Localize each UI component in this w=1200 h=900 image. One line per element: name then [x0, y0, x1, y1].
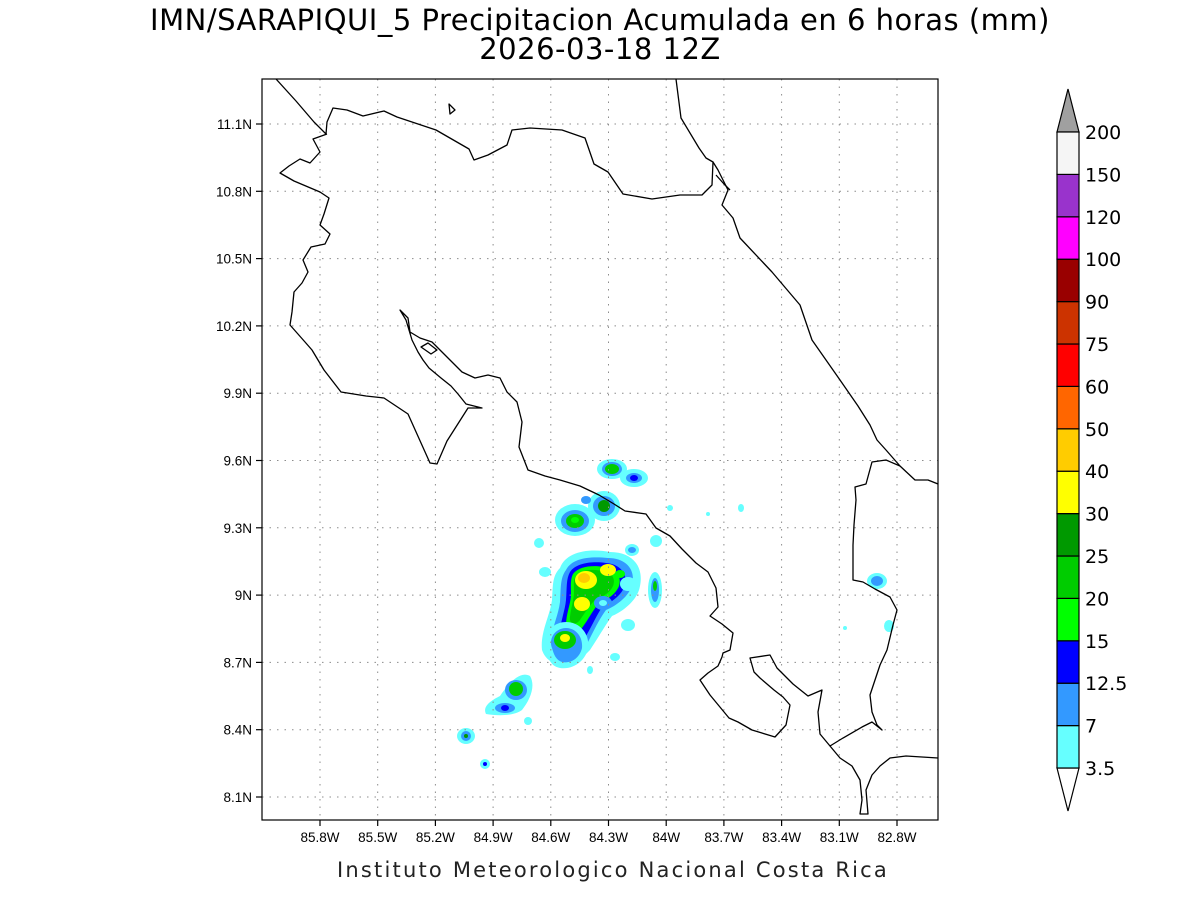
- caribbean-coast: [712, 161, 938, 485]
- rain-cell-central-north: [534, 491, 744, 577]
- colorbar-swatch: [1056, 512, 1080, 557]
- colorbar-swatch: [1056, 428, 1080, 472]
- map-title-line2: 2026-03-18 12Z: [479, 32, 721, 66]
- lon-tick-label: 85.2W: [416, 830, 455, 845]
- footer-credit: Instituto Meteorologico Nacional Costa R…: [337, 858, 889, 882]
- rain-cell-east: [587, 572, 662, 674]
- panama-coast: [829, 745, 938, 815]
- colorbar-under-triangle: [1056, 767, 1080, 812]
- map-background: [262, 79, 938, 820]
- colorbar-level-label: 120: [1085, 207, 1121, 229]
- colorbar-level-label: 75: [1085, 334, 1109, 356]
- colorbar-swatch: [1056, 597, 1080, 642]
- colorbar-level-label: 200: [1085, 122, 1121, 144]
- lon-tick-label: 83.4W: [762, 830, 801, 845]
- lon-tick-label: 85.5W: [358, 830, 397, 845]
- colorbar-level-label: 25: [1085, 546, 1109, 568]
- map-frame: [261, 78, 939, 821]
- colorbar-swatch: [1056, 724, 1080, 769]
- lon-tick-label: 83.7W: [704, 830, 743, 845]
- lon-tick-label: 83.1W: [820, 830, 859, 845]
- colorbar-level-label: 60: [1085, 376, 1109, 398]
- colorbar-level-label: 150: [1085, 164, 1121, 186]
- colorbar-swatch: [1056, 216, 1080, 260]
- colorbar-swatch: [1056, 555, 1080, 600]
- rain-cell-north: [597, 459, 648, 487]
- lat-tick-label: 10.8N: [216, 184, 252, 199]
- border-river-mouth: [715, 174, 731, 191]
- colorbar-swatch: [1056, 173, 1080, 218]
- colorbar-swatch: [1056, 301, 1080, 345]
- colorbar-swatch: [1056, 343, 1080, 388]
- precipitation-field: [457, 459, 894, 769]
- colorbar-swatch: [1056, 470, 1080, 515]
- lat-tick-label: 8.1N: [223, 790, 252, 805]
- colorbar-level-label: 50: [1085, 419, 1109, 441]
- lat-tick-label: 9.9N: [223, 386, 252, 401]
- lat-tick-label: 8.4N: [223, 723, 252, 738]
- colorbar-level-label: 3.5: [1085, 758, 1115, 780]
- colorbar-level-label: 7: [1085, 716, 1097, 738]
- lat-tick-label: 9.3N: [223, 521, 252, 536]
- colorbar-swatch: [1056, 131, 1080, 176]
- lon-tick-label: 85.8W: [300, 830, 339, 845]
- latitude-gridlines: [262, 123, 938, 798]
- lat-tick-label: 10.5N: [216, 252, 252, 267]
- colorbar-level-label: 12.5: [1085, 673, 1127, 695]
- lon-tick-label: 82.8W: [877, 830, 916, 845]
- colorbar-over-triangle: [1056, 88, 1080, 133]
- map-title-line1: IMN/SARAPIQUI_5 Precipitacion Acumulada …: [150, 3, 1050, 37]
- lon-tick-label: 84.6W: [531, 830, 570, 845]
- colorbar-level-label: 30: [1085, 504, 1109, 526]
- colorbar-swatch: [1056, 385, 1080, 430]
- lon-tick-label: 84.3W: [589, 830, 628, 845]
- colorbar-level-label: 90: [1085, 292, 1109, 314]
- lat-tick-label: 9.6N: [223, 454, 252, 469]
- nicaragua-lake-shore: [275, 79, 714, 200]
- pacific-coast: [279, 133, 901, 747]
- graticule: [262, 79, 938, 820]
- colorbar-level-label: 20: [1085, 588, 1109, 610]
- lat-tick-label: 9N: [235, 588, 252, 603]
- lat-tick-label: 10.2N: [216, 319, 252, 334]
- lake-island: [448, 103, 456, 115]
- colorbar-level-label: 40: [1085, 461, 1109, 483]
- calero-island: [420, 342, 438, 355]
- lat-tick-label: 11.1N: [217, 117, 252, 132]
- coastlines-borders: [275, 79, 938, 815]
- lon-tick-label: 84.9W: [474, 830, 513, 845]
- colorbar-level-label: 15: [1085, 631, 1109, 653]
- lon-tick-label: 84W: [652, 830, 680, 845]
- rain-cell-southwest: [457, 622, 589, 769]
- colorbar-swatch: [1056, 258, 1080, 303]
- rain-cell-far-east: [843, 573, 894, 632]
- colorbar-swatch: [1056, 640, 1080, 684]
- longitude-axis: 85.8W 85.5W 85.2W 84.9W 84.6W 84.3W 84W 83.7W 83…: [300, 820, 917, 845]
- colorbar-swatch: [1056, 682, 1080, 727]
- colorbar-level-label: 100: [1085, 249, 1121, 271]
- colorbar-legend: 3.5 7 12.5 15 20 25 30 40 50 60 75 90 100 120 150 200: [1056, 88, 1127, 812]
- lat-tick-label: 8.7N: [223, 655, 252, 670]
- latitude-axis: 11.1N 10.8N 10.5N 10.2N 9.9N 9.6N 9.3N 9N 8.7N 8.…: [216, 117, 262, 805]
- map-plot-area: 11.1N 10.8N 10.5N 10.2N 9.9N 9.6N 9.3N 9N 8.7N 8.…: [216, 78, 939, 845]
